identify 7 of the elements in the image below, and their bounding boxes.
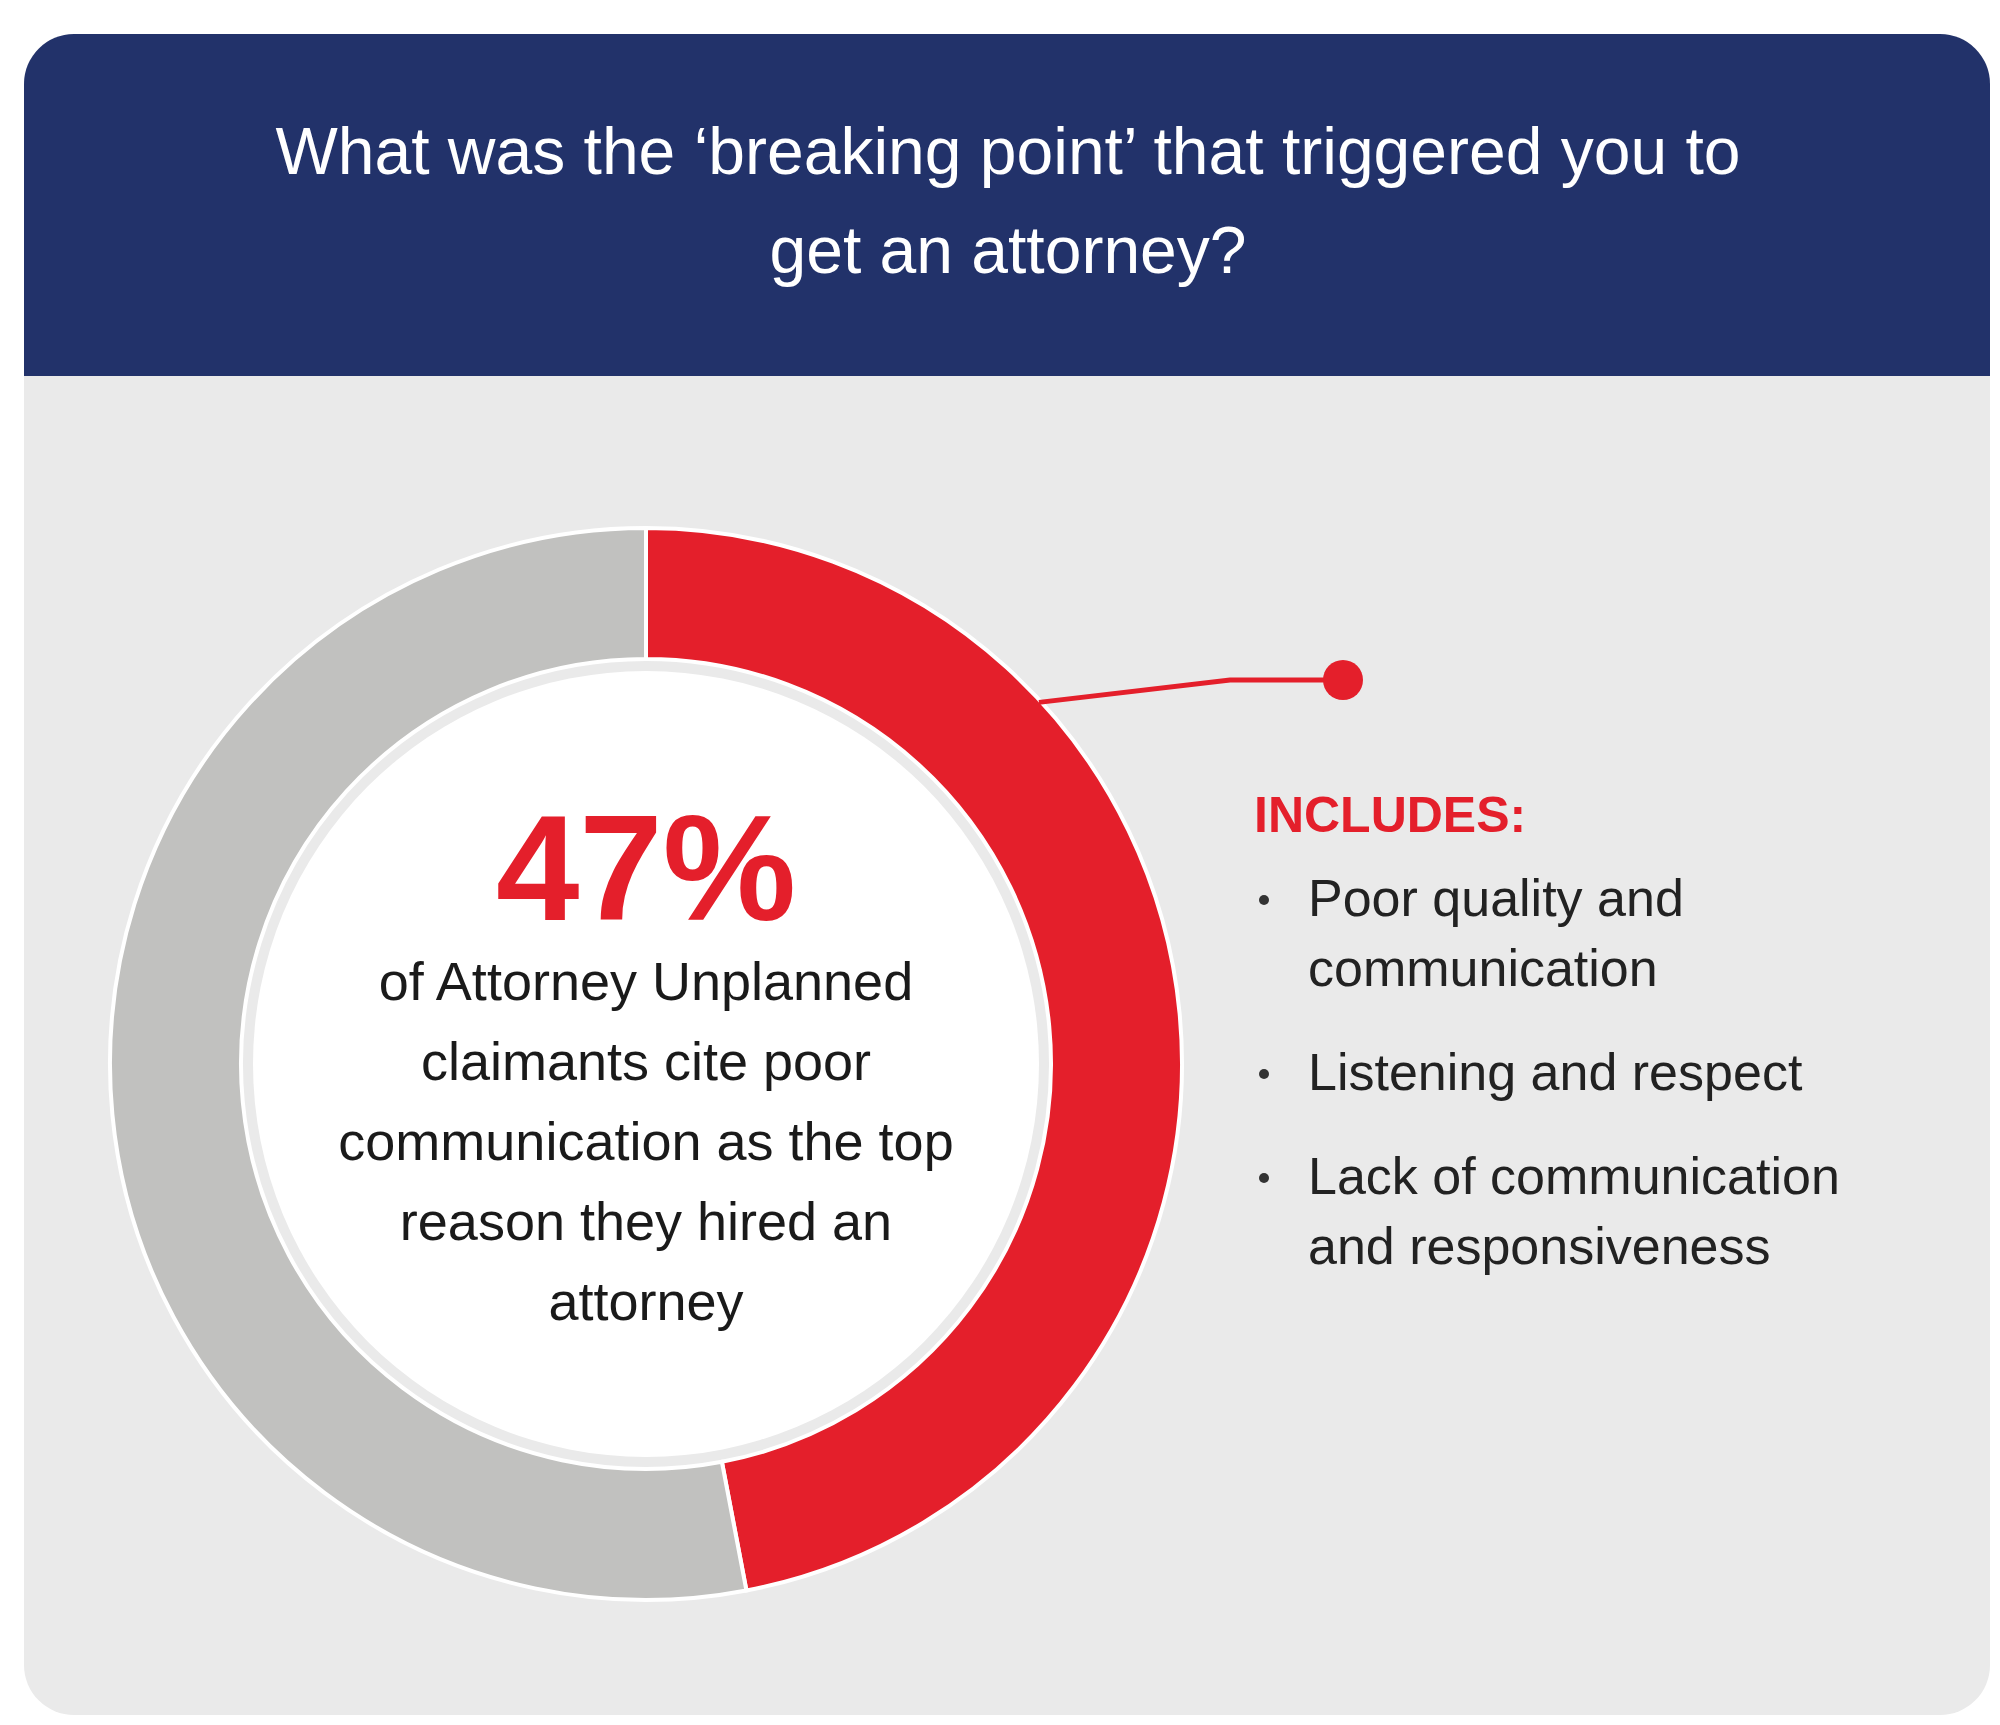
- text: Poor quality and communication: [1308, 869, 1684, 997]
- data-label: 47%: [495, 784, 797, 952]
- text: INCLUDES:: [1254, 787, 1527, 843]
- chart-title: What was the ‘breaking point’ that triggered you to get an attorney?: [275, 114, 1741, 287]
- text: of Attorney Unplanned claimants cite poor communication as the top reason they hired an attorney: [338, 951, 954, 1331]
- text: Lack of communication and responsiveness: [1308, 1147, 1840, 1275]
- text: Listening and respect: [1308, 1043, 1803, 1101]
